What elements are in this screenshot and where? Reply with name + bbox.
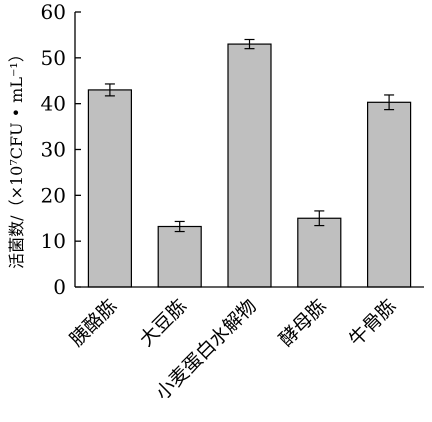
bar bbox=[367, 101, 412, 288]
bars bbox=[87, 43, 412, 288]
y-tick-label: 30 bbox=[41, 138, 66, 162]
y-tick-label: 50 bbox=[41, 46, 66, 70]
y-tick-label: 60 bbox=[41, 0, 66, 24]
y-axis-ticks: 0 10 20 30 40 50 60 bbox=[41, 0, 81, 299]
y-tick-label: 40 bbox=[41, 92, 66, 116]
y-tick-label: 20 bbox=[41, 183, 66, 207]
error-bars bbox=[104, 38, 395, 233]
bar bbox=[227, 43, 272, 288]
category-label: 大豆胨 bbox=[135, 295, 191, 351]
bar bbox=[157, 225, 202, 288]
bar bbox=[297, 217, 342, 288]
y-tick-label: 0 bbox=[53, 275, 66, 299]
bar bbox=[87, 89, 133, 288]
y-axis-label: 活菌数/（×10⁷CFU • mL⁻¹） bbox=[7, 46, 26, 269]
category-label: 牛骨胨 bbox=[345, 295, 401, 351]
category-label: 酵母胨 bbox=[275, 295, 331, 351]
y-tick-label: 10 bbox=[41, 229, 66, 253]
category-label: 胰酪胨 bbox=[66, 295, 122, 351]
